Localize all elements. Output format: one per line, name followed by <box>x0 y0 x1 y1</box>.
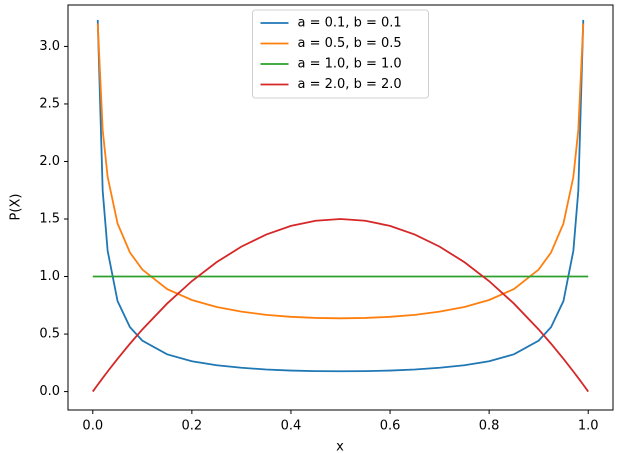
line-series <box>92 218 589 393</box>
y-tick-label: 1.0 <box>39 269 60 284</box>
y-tick-label: 0.0 <box>39 384 60 399</box>
y-tick-label: 3.0 <box>39 39 60 54</box>
y-tick-label: 2.0 <box>39 154 60 169</box>
legend-label: a = 1.0, b = 1.0 <box>298 57 402 72</box>
x-tick-label: 1.0 <box>578 419 599 434</box>
x-tick-label: 0.0 <box>82 419 103 434</box>
x-tick-label: 0.2 <box>182 419 203 434</box>
x-axis-label: x <box>336 440 344 453</box>
legend-label: a = 2.0, b = 2.0 <box>298 77 402 92</box>
y-tick-label: 2.5 <box>39 96 60 111</box>
line-series <box>96 23 585 320</box>
x-tick-label: 0.8 <box>479 419 500 434</box>
y-tick-label: 1.5 <box>39 212 60 227</box>
legend-label: a = 0.1, b = 0.1 <box>298 16 402 31</box>
plot-frame <box>67 4 614 411</box>
y-axis-label: P(X) <box>9 194 24 221</box>
legend-box <box>252 9 429 99</box>
legend-label: a = 0.5, b = 0.5 <box>298 36 402 51</box>
y-tick-label: 0.5 <box>39 327 60 342</box>
x-tick-label: 0.6 <box>380 419 401 434</box>
x-tick-label: 0.4 <box>281 419 302 434</box>
line-series <box>96 19 585 373</box>
